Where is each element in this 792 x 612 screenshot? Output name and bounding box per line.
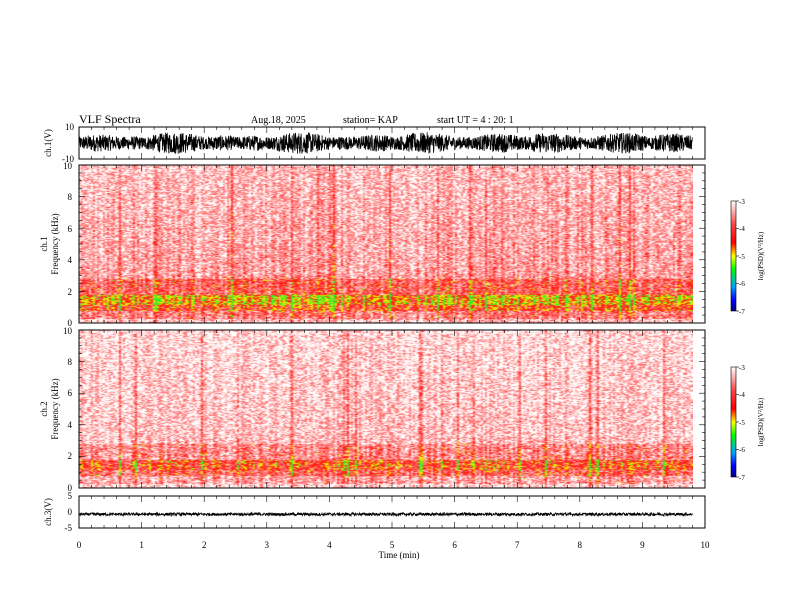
- x-axis-tick-labels: 0 1 2 3 4 5 6 7 8 9 10: [77, 540, 710, 550]
- ch2-spec-ytick-6: 6: [68, 388, 73, 398]
- x-tick-label-2: 2: [202, 540, 207, 550]
- x-tick-label-6: 6: [452, 540, 457, 550]
- x-tick-label-9: 9: [640, 540, 645, 550]
- cb1-tick-m3: -3: [739, 198, 745, 206]
- x-tick-label-7: 7: [515, 540, 520, 550]
- cb2-tick-m3: -3: [739, 364, 745, 372]
- x-tick-label-1: 1: [139, 540, 144, 550]
- ch2-spec-ytick-2: 2: [68, 451, 73, 461]
- ch1-spec-ytick-0: 0: [68, 318, 73, 328]
- x-tick-label-8: 8: [578, 540, 583, 550]
- x-axis-label: Time (min): [379, 550, 420, 560]
- ch2-spec-ytick-10: 10: [63, 326, 73, 336]
- ch2-spec-ylabel-channel: ch.2: [39, 401, 49, 416]
- ch3-trace: [79, 511, 693, 518]
- ch1-ytick-top: 10: [65, 122, 75, 132]
- ch3-ytick-5: 5: [68, 491, 73, 501]
- ch2-spec-ytick-4: 4: [68, 420, 73, 430]
- ch1-spec-axis-ticks: [78, 164, 706, 324]
- start-time-label: start UT = 4 : 20: 1: [437, 115, 514, 126]
- cb1-tick-m5: -5: [739, 253, 745, 261]
- ch1-spec-ytick-2: 2: [68, 287, 73, 297]
- cb1-tick-m6: -6: [739, 280, 745, 288]
- cb1-label: log(PSD)(V²/Hz): [757, 231, 765, 280]
- ch1-spectrogram-panel: 0 2 4 6 8 10 ch.1 Frequency (kHz) -3 -4 …: [39, 161, 765, 328]
- ch2-spec-axis-ticks: [78, 329, 706, 489]
- station-label: station= KAP: [343, 115, 398, 126]
- cb2-tick-m4: -4: [739, 391, 745, 399]
- ch3-waveform-panel: 5 0 -5 ch.3(V): [43, 491, 706, 533]
- x-tick-label-4: 4: [327, 540, 332, 550]
- ch1-axis-ticks: [78, 127, 706, 159]
- figure-title: VLF Spectra: [79, 112, 141, 126]
- cb2-tick-m6: -6: [739, 446, 745, 454]
- ch1-trace: [79, 132, 693, 154]
- x-tick-label-5: 5: [390, 540, 395, 550]
- ch1-spec-ytick-10: 10: [63, 161, 73, 171]
- ch3-ylabel: ch.3(V): [43, 498, 53, 526]
- ch2-spec-ytick-8: 8: [68, 357, 73, 367]
- ch1-spec-ylabel-channel: ch.1: [39, 236, 49, 251]
- ch1-spec-ytick-4: 4: [68, 255, 73, 265]
- date-label: Aug.18, 2025: [251, 115, 306, 126]
- cb1-tick-m4: -4: [739, 225, 745, 233]
- cb2-tick-m5: -5: [739, 419, 745, 427]
- ch3-ytick-0: 0: [68, 507, 73, 517]
- x-tick-label-0: 0: [77, 540, 82, 550]
- ch1-waveform-panel: 10 -10 ch.1(V): [43, 122, 706, 164]
- ch2-spec-ytick-0: 0: [68, 483, 73, 493]
- ch2-spectrogram-panel: 0 2 4 6 8 10 ch.2 Frequency (kHz) -3 -4 …: [39, 326, 765, 493]
- x-tick-label-10: 10: [701, 540, 711, 550]
- ch1-ytick-bottom: -10: [62, 154, 74, 164]
- cb2-label: log(PSD)(V²/Hz): [757, 397, 765, 446]
- ch2-colorbar: -3 -4 -5 -6 -7 log(PSD)(V²/Hz): [730, 364, 765, 482]
- cb1-tick-m7: -7: [739, 308, 745, 316]
- ch3-ytick-m5: -5: [65, 523, 73, 533]
- x-tick-label-3: 3: [265, 540, 270, 550]
- ch1-colorbar: -3 -4 -5 -6 -7 log(PSD)(V²/Hz): [730, 198, 765, 316]
- ch1-spec-ytick-6: 6: [68, 224, 73, 234]
- ch2-spec-ytick-labels: 0 2 4 6 8 10: [63, 326, 73, 493]
- ch1-ylabel: ch.1(V): [43, 129, 53, 157]
- ch1-spec-ytick-labels: 0 2 4 6 8 10: [63, 161, 73, 328]
- ch2-spectrogram-image: [79, 330, 693, 488]
- ch2-spec-ylabel-freq: Frequency (kHz): [50, 378, 60, 439]
- ch1-spectrogram-image: [79, 165, 693, 323]
- cb2-tick-m7: -7: [739, 474, 745, 482]
- ch1-spec-ytick-8: 8: [68, 192, 73, 202]
- ch3-axis-ticks: [78, 496, 706, 528]
- ch1-spec-ylabel-freq: Frequency (kHz): [50, 213, 60, 274]
